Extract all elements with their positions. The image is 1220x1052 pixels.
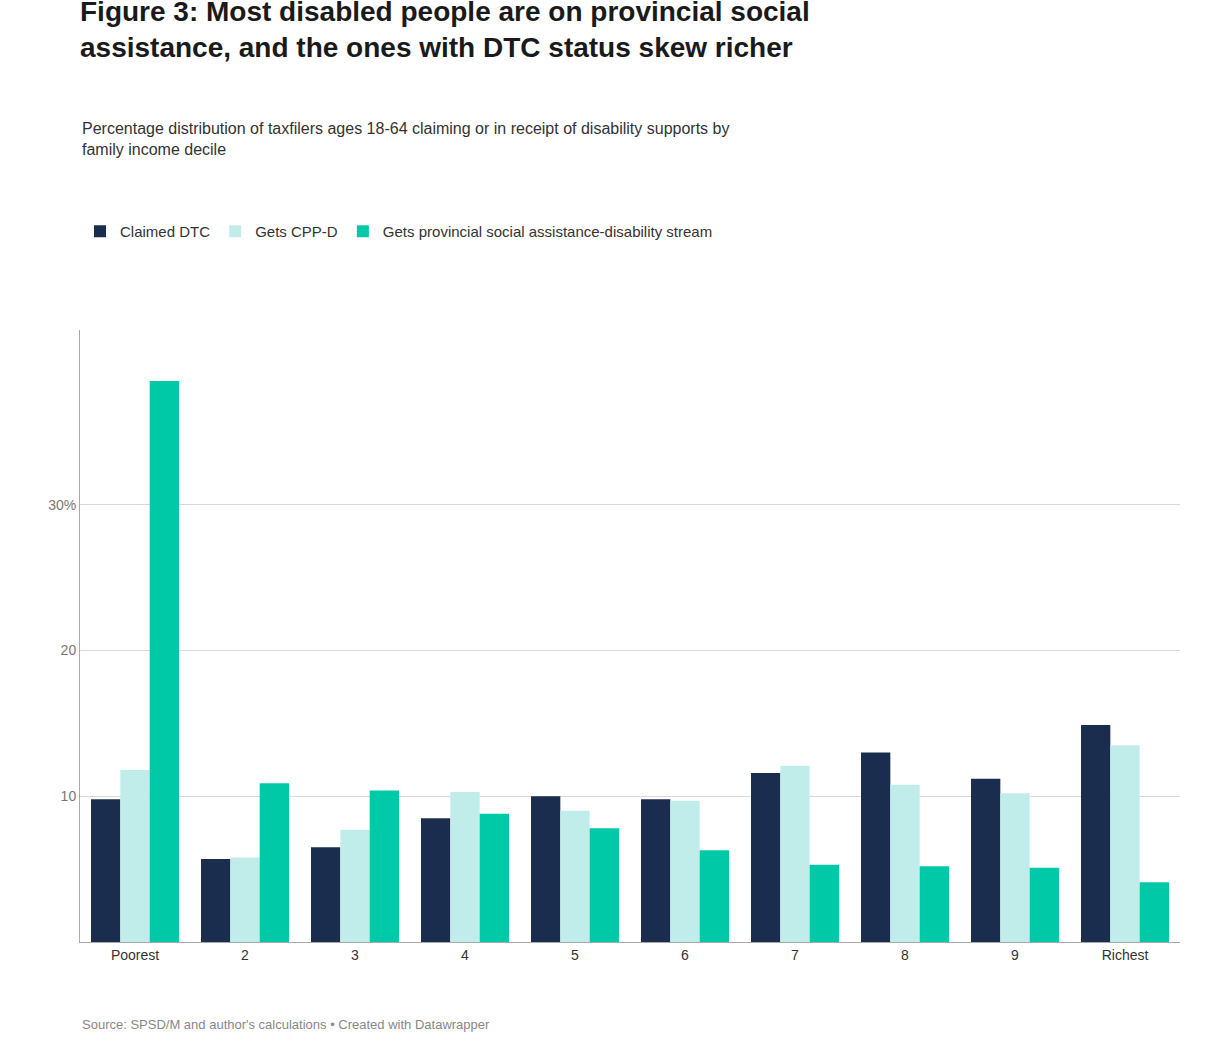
svg-text:Gets provincial social assista: Gets provincial social assistance-disabi… — [383, 223, 712, 240]
svg-text:7: 7 — [791, 947, 799, 963]
svg-text:8: 8 — [901, 947, 909, 963]
svg-text:5: 5 — [571, 947, 579, 963]
svg-text:6: 6 — [681, 947, 689, 963]
svg-text:Figure 3: Most disabled people: Figure 3: Most disabled people are on pr… — [80, 0, 810, 63]
svg-text:30%: 30% — [48, 497, 76, 513]
svg-text:Claimed DTC: Claimed DTC — [120, 223, 210, 240]
svg-text:3: 3 — [351, 947, 359, 963]
svg-text:10: 10 — [61, 788, 77, 804]
svg-text:Richest: Richest — [1102, 947, 1149, 963]
svg-text:4: 4 — [461, 947, 469, 963]
svg-text:Percentage distribution of tax: Percentage distribution of taxfilers age… — [82, 120, 729, 158]
svg-text:2: 2 — [241, 947, 249, 963]
svg-text:Poorest: Poorest — [111, 947, 159, 963]
svg-text:Source: SPSD/M and author's ca: Source: SPSD/M and author's calculations… — [82, 1017, 490, 1032]
svg-text:20: 20 — [61, 642, 77, 658]
svg-text:9: 9 — [1011, 947, 1019, 963]
svg-text:Gets CPP-D: Gets CPP-D — [255, 223, 338, 240]
